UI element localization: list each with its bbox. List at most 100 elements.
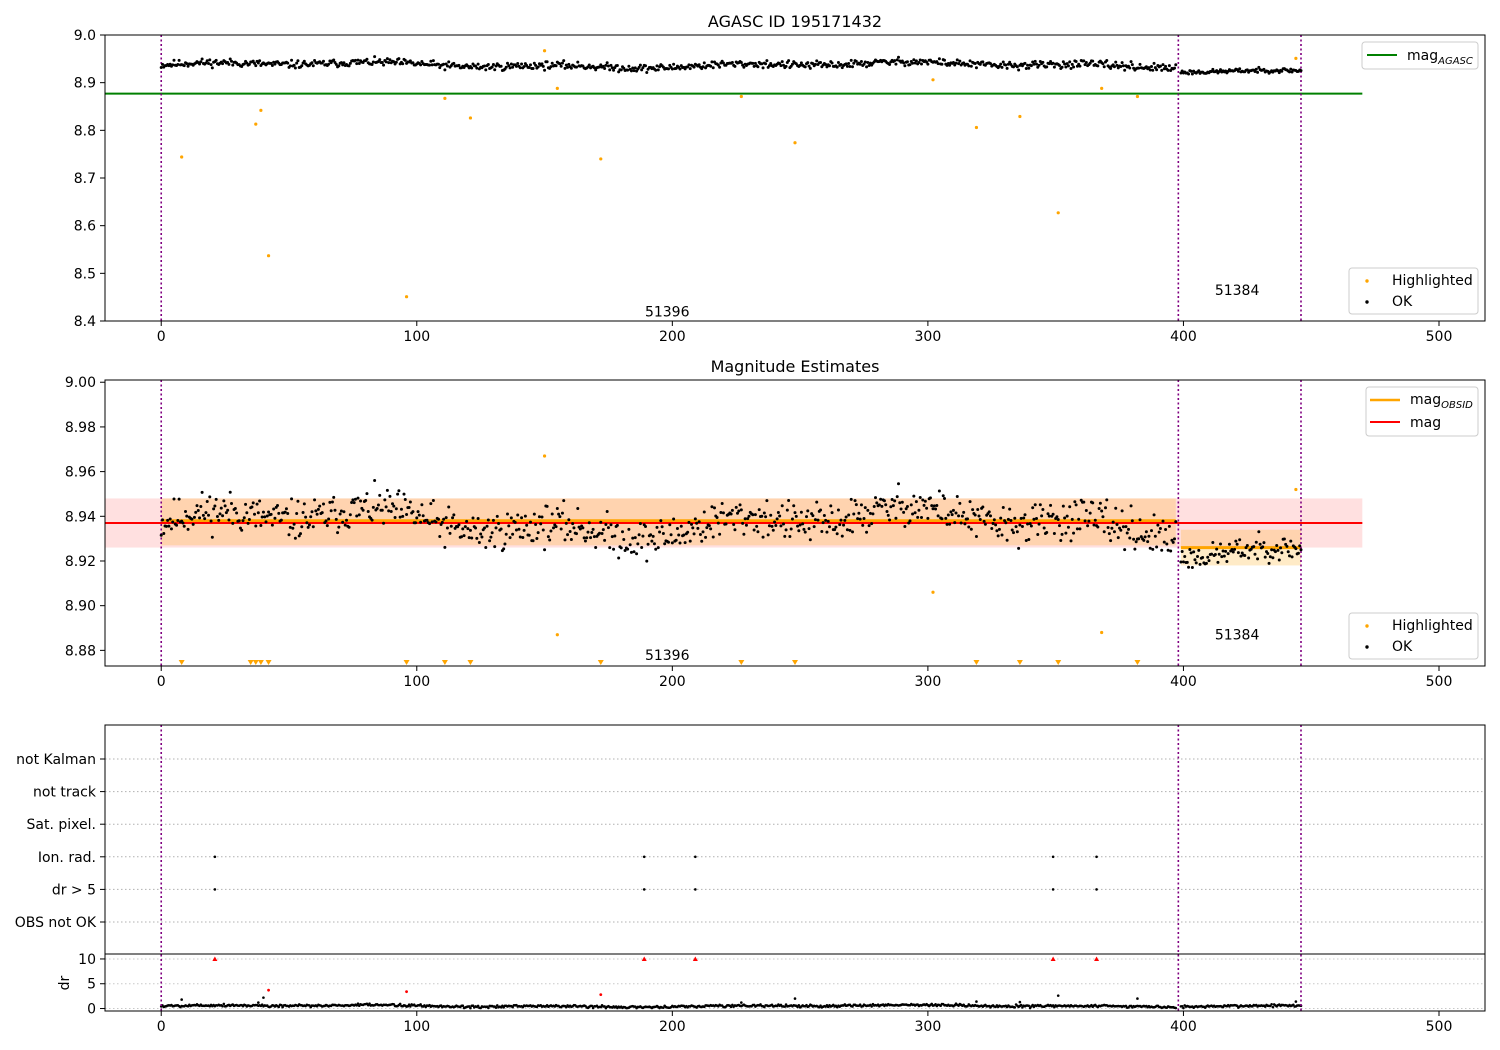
magnitude-ok-point: [926, 516, 930, 520]
magnitude-ok-point: [1273, 550, 1277, 554]
agasc-ok-point: [1064, 65, 1068, 69]
magnitude-ok-point: [589, 536, 593, 540]
magnitude-ok-point: [802, 527, 806, 531]
agasc-ok-point: [230, 59, 233, 63]
flag-row-label: dr > 5: [52, 882, 96, 898]
agasc-ok-point: [1105, 58, 1109, 62]
dr-ok-point: [419, 1003, 422, 1006]
magnitude-ok-point: [812, 525, 816, 529]
dr-ok-point: [280, 1003, 283, 1007]
magnitude-ok-point: [1166, 548, 1170, 552]
agasc-ok-point: [637, 65, 641, 69]
magnitude-ok-point: [1279, 546, 1283, 550]
magnitude-ok-point: [894, 516, 898, 520]
agasc-ok-point: [475, 66, 479, 70]
magnitude-ok-point: [819, 508, 823, 512]
magnitude-ok-point: [1111, 520, 1115, 524]
agasc-ok-point: [824, 63, 828, 67]
magnitude-ok-point: [839, 518, 843, 522]
magnitude-ok-point: [999, 516, 1003, 520]
agasc-ytick-label-2: 8.6: [74, 219, 96, 235]
agasc-ok-point: [499, 64, 503, 68]
magnitude-ok-point: [801, 522, 805, 526]
magnitude-ok-point: [1288, 554, 1291, 558]
magnitude-ok-point: [563, 538, 567, 542]
magnitude-ok-point: [585, 536, 589, 540]
agasc-ok-point: [1061, 60, 1065, 64]
flags-panel: not Kalman not track Sat. pixel. Ion. rad. d…: [15, 724, 1486, 1035]
agasc-ok-point: [182, 64, 186, 68]
agasc-ok-point: [782, 63, 785, 67]
agasc-ok-point: [1012, 65, 1015, 69]
magnitude-ok-point: [849, 497, 853, 501]
magnitude-ok-point: [1169, 549, 1173, 553]
magnitude-ok-point: [394, 507, 398, 511]
magnitude-ok-point: [724, 522, 728, 526]
magnitude-ok-point: [1224, 549, 1228, 553]
agasc-ok-point: [559, 64, 563, 68]
dr-ok-point: [180, 998, 183, 1001]
magnitude-ok-point: [385, 488, 389, 492]
magnitude-ok-point: [1116, 536, 1120, 540]
magnitude-ok-point: [586, 530, 590, 534]
magnitude-ok-point: [293, 536, 297, 540]
agasc-ytick-label-4: 8.8: [74, 123, 96, 139]
magnitude-ok-point: [566, 533, 570, 537]
magnitude-ok-point: [305, 521, 309, 525]
agasc-ok-point: [819, 60, 823, 64]
magnitude-ok-point: [292, 522, 296, 526]
magnitude-ok-point: [783, 534, 787, 538]
magnitude-ok-point: [439, 523, 443, 527]
agasc-ok-point: [811, 62, 815, 66]
magnitude-ok-point: [1084, 508, 1088, 512]
magnitude-ok-point: [909, 503, 913, 507]
legend-ok-marker-2: [1365, 645, 1369, 649]
magnitude-ok-point: [490, 531, 494, 535]
magnitude-ok-point: [798, 523, 802, 527]
magnitude-ok-point: [902, 510, 906, 514]
magnitude-ok-point: [655, 525, 659, 529]
magnitude-ok-point: [342, 510, 346, 514]
agasc-ok-point: [784, 64, 788, 68]
magnitude-ok-point: [476, 516, 480, 520]
agasc-ok-point: [858, 62, 862, 66]
magnitude-ok-point: [322, 502, 325, 506]
agasc-ok-point: [1023, 61, 1027, 65]
agasc-ok-point: [560, 61, 564, 65]
magnitude-ok-point: [296, 499, 300, 503]
magnitude-ok-point: [1060, 532, 1064, 536]
magnitude-ok-point: [797, 529, 801, 533]
magnitude-highlighted-point: [1100, 630, 1104, 635]
agasc-ok-point: [518, 66, 522, 70]
magnitude-ok-point: [865, 530, 869, 534]
magnitude-ok-point: [428, 522, 432, 526]
magnitude-below-range-marker: [257, 660, 264, 665]
agasc-ok-point: [701, 65, 705, 69]
magnitude-ok-point: [1083, 519, 1087, 523]
legend-mag-label: mag: [1410, 415, 1441, 431]
agasc-ok-point: [911, 61, 915, 65]
legend-ok-label-2: OK: [1392, 639, 1413, 655]
magnitude-ok-point: [937, 489, 941, 493]
agasc-ok-point: [895, 58, 899, 62]
magnitude-ok-point: [911, 512, 915, 516]
agasc-ok-point: [506, 61, 509, 65]
magnitude-ok-point: [702, 510, 706, 514]
magnitude-ok-point: [711, 535, 715, 539]
magnitude-ok-point: [449, 524, 453, 528]
magnitude-ok-point: [835, 532, 839, 536]
magnitude-ok-point: [994, 523, 998, 527]
magnitude-highlighted-point: [555, 633, 559, 637]
magnitude-ok-point: [1015, 530, 1019, 534]
magnitude-ok-point: [264, 520, 268, 524]
agasc-ok-point: [1001, 60, 1005, 64]
magnitude-ok-point: [600, 531, 604, 535]
agasc-ok-point: [494, 64, 498, 68]
magnitude-ok-point: [889, 505, 893, 509]
magnitude-ok-point: [1252, 545, 1256, 549]
agasc-ok-point: [1190, 72, 1194, 76]
agasc-ok-point: [806, 61, 810, 65]
magnitude-ok-point: [1282, 537, 1286, 541]
agasc-ok-point: [295, 61, 299, 65]
agasc-ok-point: [486, 62, 490, 66]
